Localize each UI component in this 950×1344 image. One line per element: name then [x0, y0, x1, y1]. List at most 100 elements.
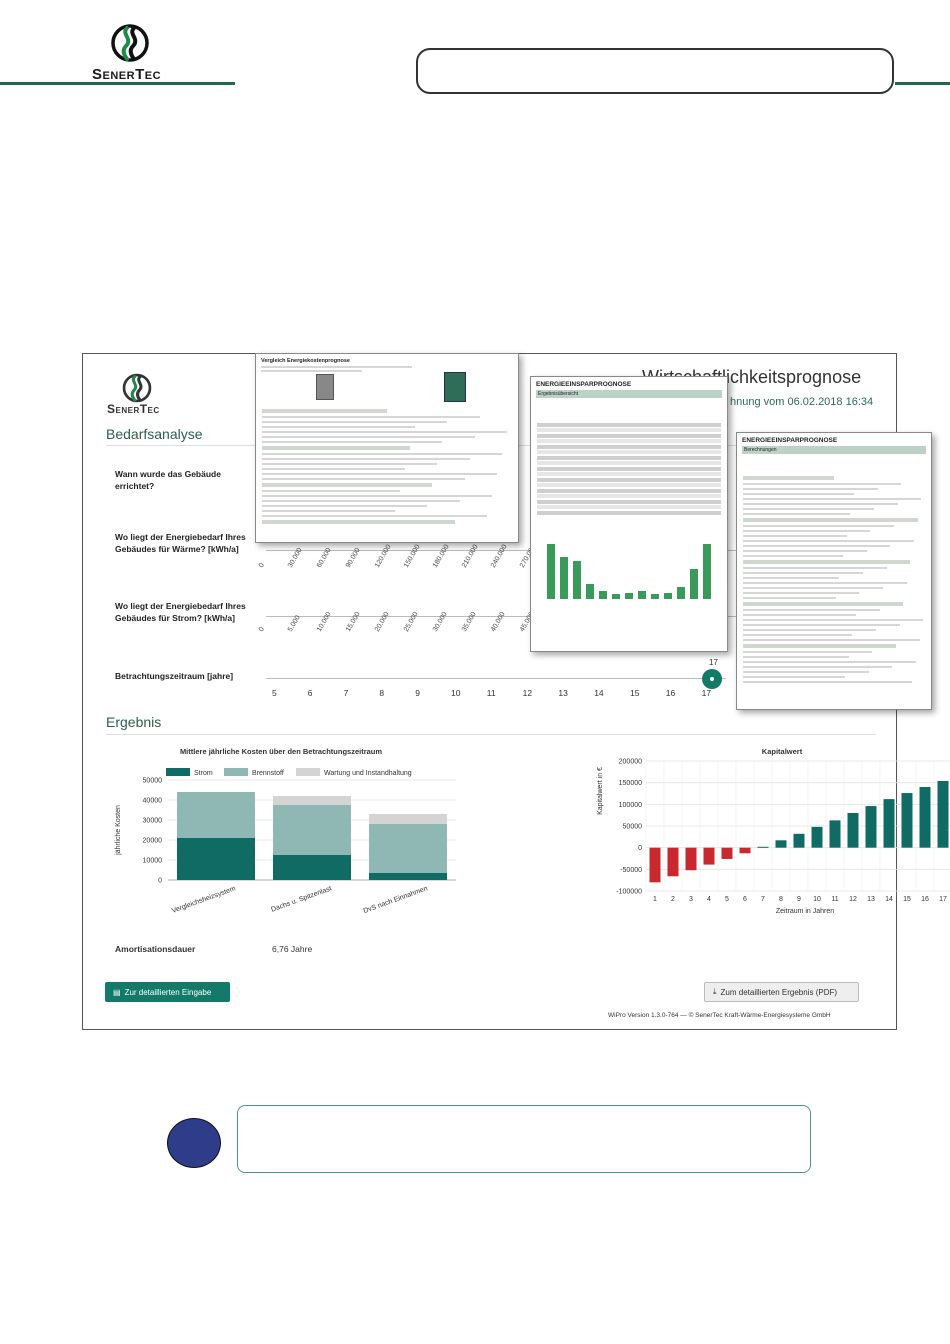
x-tick-label: 12 [849, 896, 857, 903]
y-tick-label: 40000 [143, 798, 163, 805]
doc-text-line [743, 567, 887, 569]
doc-table-row [537, 499, 721, 504]
detail-input-button[interactable]: ▤ Zur detaillierten Eingabe [105, 982, 230, 1002]
chp-unit-image [444, 372, 466, 402]
doc-text-line [262, 453, 502, 455]
app-brand-name: SenerTec [107, 402, 160, 416]
doc-text-line [262, 409, 387, 413]
doc-text-line [743, 498, 922, 500]
legend-swatch [296, 768, 320, 776]
period-slider[interactable] [266, 678, 726, 679]
x-tick-label: 7 [761, 896, 765, 903]
power-tick-label: 40.000 [489, 610, 507, 633]
doc-table-row [537, 428, 721, 432]
doc-text-line [262, 520, 455, 524]
doc-text-line [262, 468, 405, 470]
doc-text-line [262, 458, 470, 460]
y-tick-label: 200000 [619, 759, 642, 766]
doc-chart-bar [573, 561, 581, 599]
doc-text-line [743, 476, 834, 480]
x-tick-label: 15 [903, 896, 911, 903]
doc-text-line [743, 493, 855, 495]
download-icon: ⤓ [713, 987, 717, 996]
header-title-box [416, 48, 894, 94]
y-tick-label: 20000 [143, 838, 163, 845]
bar-segment [273, 855, 351, 880]
x-tick-label: 4 [707, 896, 711, 903]
x-tick-label: 5 [725, 896, 729, 903]
x-tick-label: 8 [779, 896, 783, 903]
section-result-title: Ergebnis [106, 714, 162, 730]
period-tick-label: 7 [343, 688, 349, 698]
y-tick-label: 0 [638, 845, 642, 852]
power-tick-label: 30.000 [431, 610, 449, 633]
power-tick-label: 35.000 [460, 610, 478, 633]
period-tick-label: 13 [558, 688, 568, 698]
brand-name: SenerTec [92, 66, 162, 83]
doc2-bar-chart [547, 544, 711, 599]
legend-label: Strom [194, 770, 213, 777]
annual-costs-chart: Mittlere jährliche Kosten über den Betra… [115, 747, 456, 915]
doc-text-line [743, 592, 860, 594]
x-tick-label: 13 [867, 896, 875, 903]
doc-text-line [743, 545, 891, 547]
doc-chart-bar [651, 594, 659, 599]
x-tick-label: Vergleichsheizsystem [171, 885, 237, 915]
doc-table-row [537, 466, 721, 471]
doc-chart-bar [547, 544, 555, 599]
doc-table-row [537, 455, 721, 460]
result-divider [106, 734, 876, 735]
period-tick-label: 11 [486, 688, 496, 698]
heat-tick-label: 120.000 [373, 543, 393, 569]
doc-text-line [743, 572, 864, 574]
amortization-label: Amortisationsdauer [115, 944, 196, 954]
y-tick-label: 50000 [143, 778, 163, 785]
capital-value-bar [937, 780, 949, 848]
doc-text-line [743, 666, 893, 668]
doc-text-line [743, 555, 844, 557]
bar-segment [177, 838, 255, 880]
heat-tick-label: 0 [257, 562, 266, 569]
doc-table-row [537, 444, 721, 449]
capital-value-bar [793, 833, 805, 848]
doc-text-line [743, 525, 895, 527]
doc-text-line [743, 681, 913, 683]
doc-text-line [743, 560, 911, 564]
y-tick-label: 10000 [143, 858, 163, 865]
capital-value-bar [721, 847, 733, 859]
y-tick-label: 100000 [619, 802, 642, 809]
doc-chart-bar [599, 591, 607, 599]
doc-text-line [262, 510, 395, 512]
capital-value-bar [901, 793, 913, 848]
doc-text-line [743, 624, 900, 626]
amortization-value: 6,76 Jahre [272, 944, 313, 954]
power-tick-label: 0 [257, 626, 266, 633]
doc-table-row [537, 477, 721, 482]
detail-result-pdf-button[interactable]: ⤓ Zum detaillierten Ergebnis (PDF) [704, 982, 859, 1002]
capital-value-bar [703, 847, 715, 865]
doc-text-line [743, 508, 875, 510]
doc-text-line [743, 577, 840, 579]
doc-chart-bar [560, 557, 568, 599]
doc-text-line [262, 490, 400, 492]
x-tick-label: 14 [885, 896, 893, 903]
doc-table-row [537, 450, 721, 454]
period-slider-handle[interactable] [702, 669, 722, 689]
senertec-logo-mark [111, 24, 149, 62]
doc2-title: ENERGIEEINSPARPROGNOSE [536, 381, 632, 388]
heat-tick-label: 150.000 [402, 543, 422, 569]
doc-text-line [262, 431, 507, 433]
capital-value-bar [883, 799, 895, 848]
doc-table-row [537, 488, 721, 493]
document-thumbnail-comparison: Vergleich Energiekostenprognose [255, 353, 519, 543]
y-tick-label: -100000 [616, 889, 642, 896]
app-footer: WiPro Version 1.3.0-764 — © SenerTec Kra… [608, 1012, 831, 1019]
boiler-image [316, 374, 334, 400]
doc-table-row [537, 510, 721, 515]
doc-table-row [537, 494, 721, 498]
legend-swatch [166, 768, 190, 776]
doc-chart-bar [638, 591, 646, 599]
period-tick-label: 16 [665, 688, 676, 698]
y-tick-label: -50000 [620, 867, 642, 874]
x-tick-label: 10 [813, 896, 821, 903]
